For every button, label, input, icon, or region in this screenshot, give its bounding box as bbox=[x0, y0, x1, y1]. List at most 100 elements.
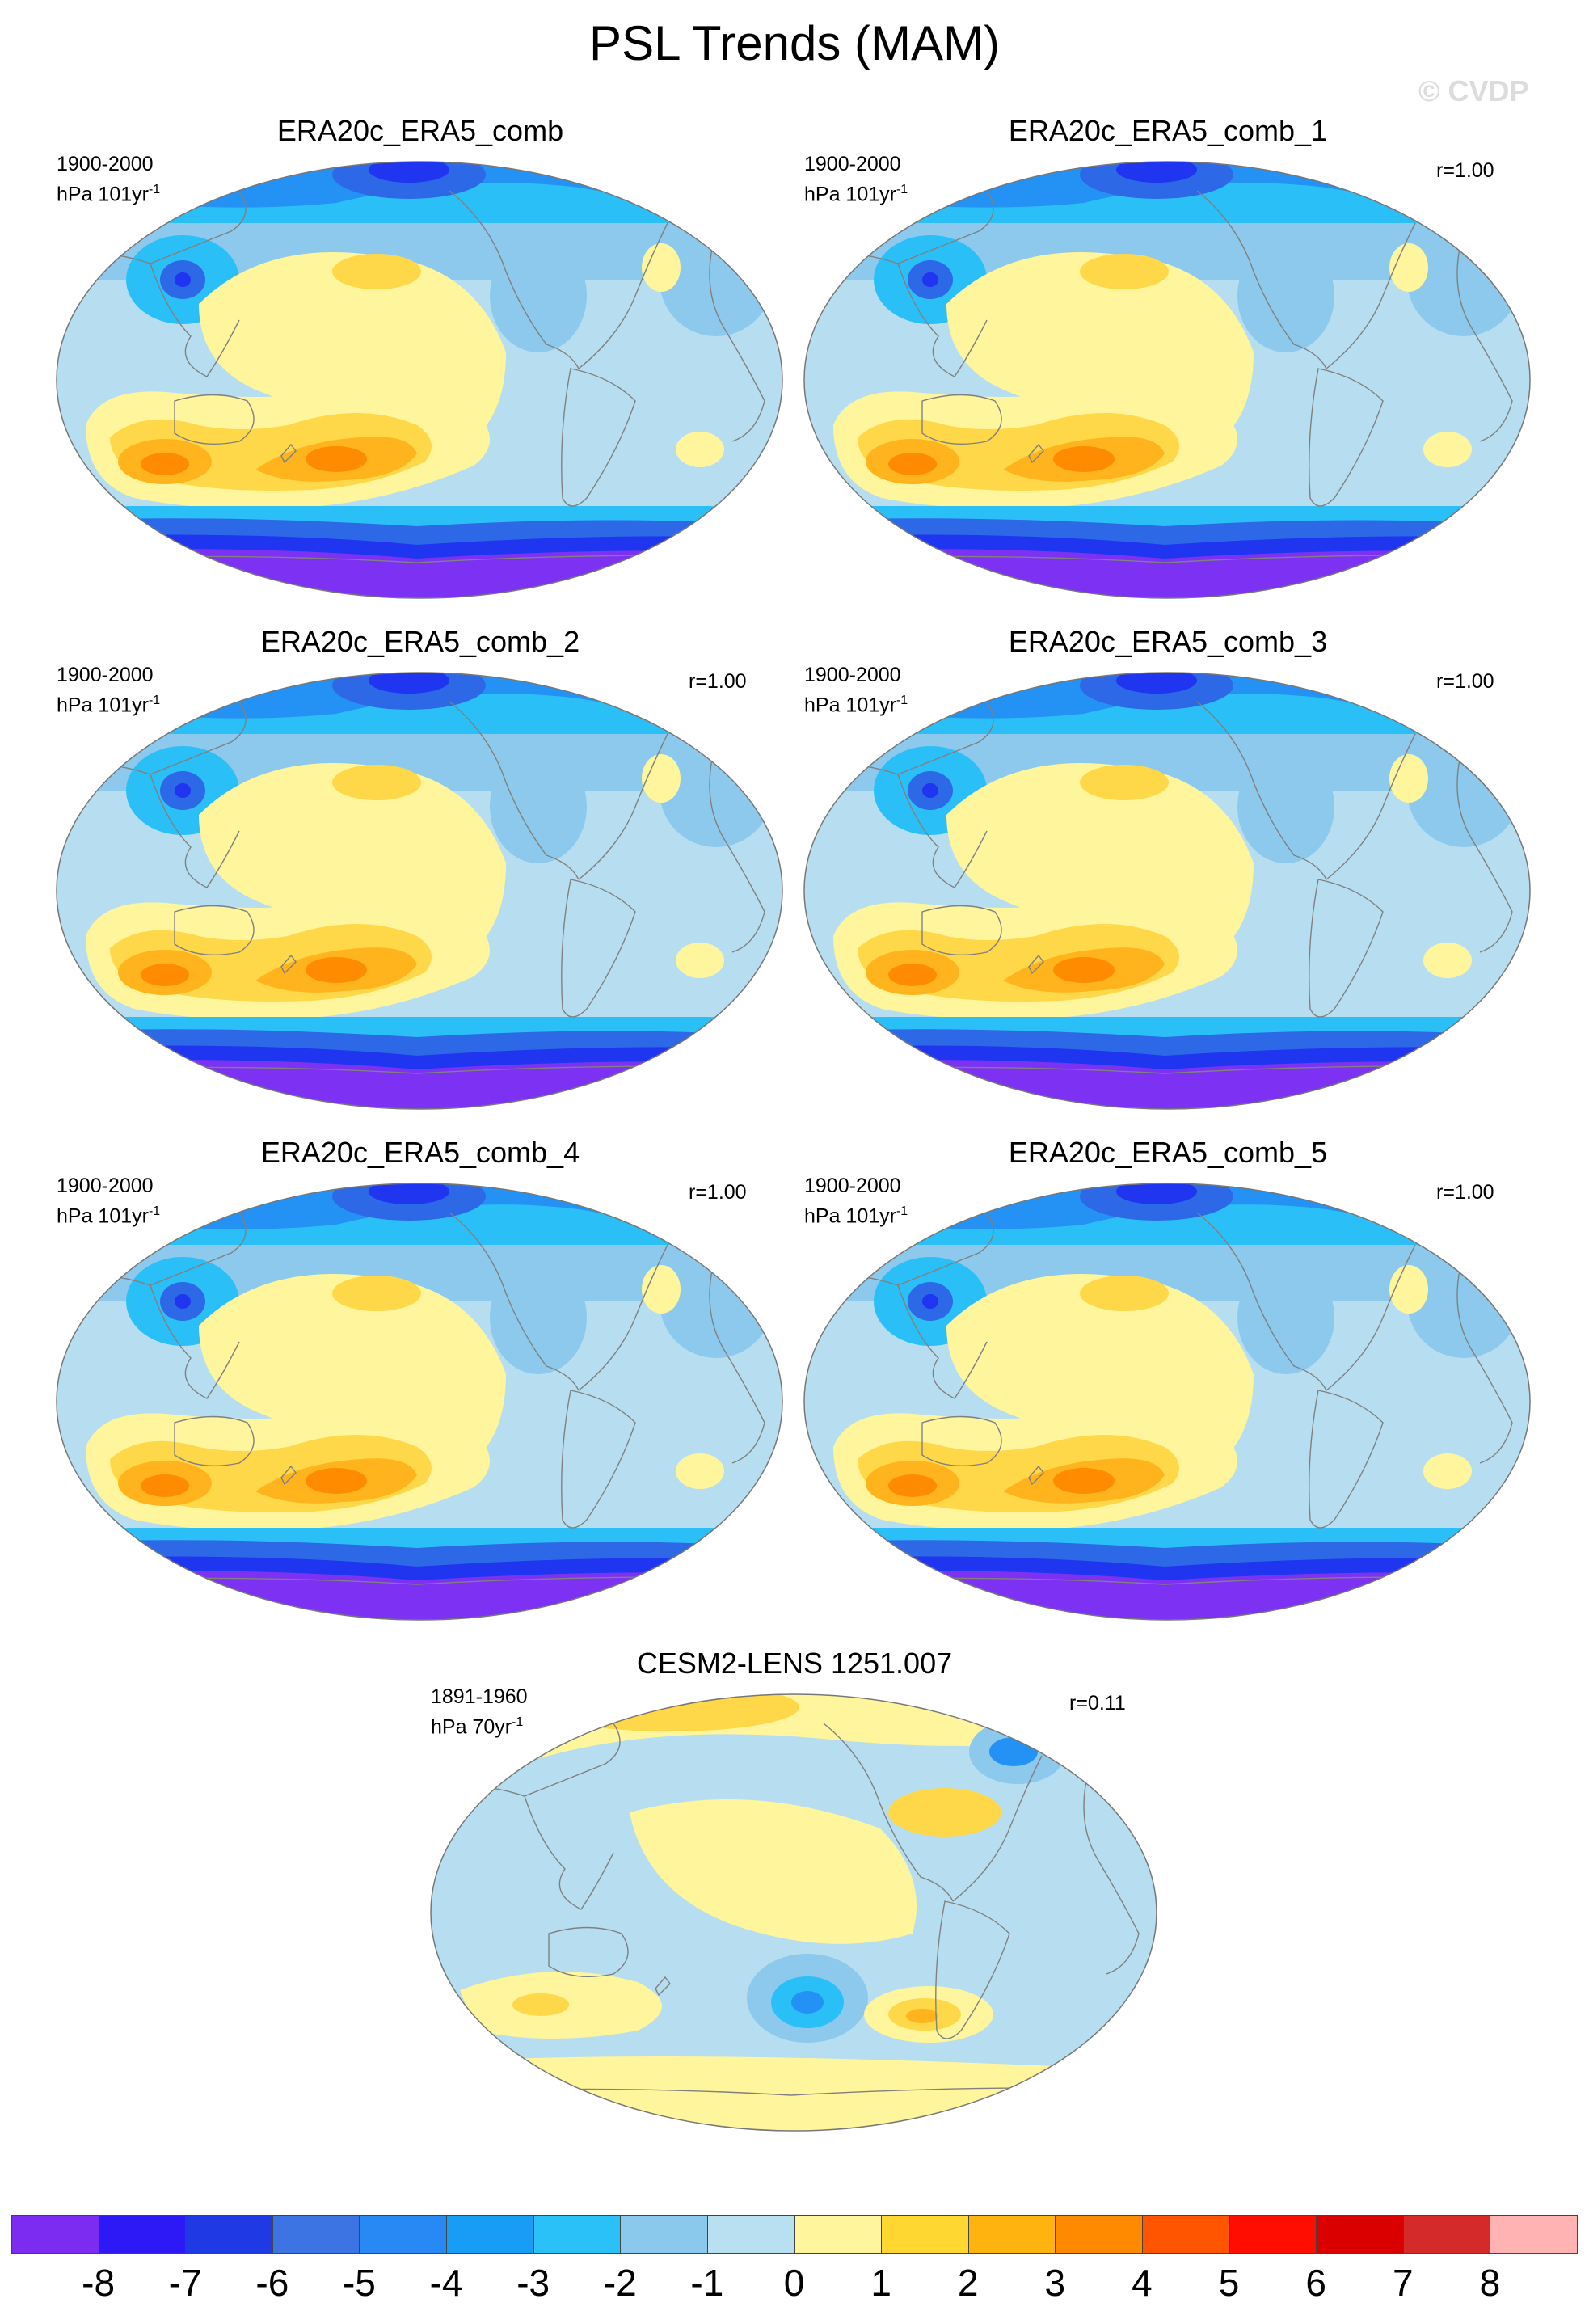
colorbar-tick-label: 4 bbox=[1132, 2262, 1153, 2304]
field-arctic-core bbox=[1116, 673, 1197, 694]
colorbar-tick-label: -8 bbox=[82, 2262, 116, 2304]
map-panel-era20c-era5-comb-5: ERA20c_ERA5_comb_5 1900-2000 hPa 101yr-1… bbox=[796, 1135, 1540, 1636]
field-indian-core bbox=[141, 453, 189, 475]
field-spac-core bbox=[306, 1468, 367, 1494]
field-spac-core bbox=[1053, 957, 1115, 983]
field-spac-core bbox=[306, 957, 367, 983]
n-america-coast bbox=[449, 1212, 580, 1391]
map-panel-era20c-era5-comb-2: ERA20c_ERA5_comb_2 1900-2000 hPa 101yr-1… bbox=[48, 624, 792, 1125]
panel-title: ERA20c_ERA5_comb_5 bbox=[1008, 1136, 1328, 1169]
n-america-coast bbox=[449, 190, 580, 369]
nz-outline bbox=[655, 1976, 671, 1997]
map-border bbox=[56, 672, 783, 1110]
map-border bbox=[803, 1183, 1531, 1621]
n-america-east bbox=[1326, 733, 1416, 880]
field-namerica-neg bbox=[1237, 750, 1334, 863]
map-panel-era20c-era5-comb: ERA20c_ERA5_comb 1900-2000 hPa 101yr-1 bbox=[48, 113, 792, 614]
psl-trend-map bbox=[430, 1693, 1157, 2132]
colorbar-swatch bbox=[272, 2215, 360, 2254]
field-npac-high bbox=[332, 765, 421, 800]
colorbar-swatch bbox=[881, 2215, 969, 2254]
field-spac-core bbox=[306, 446, 367, 472]
colorbar-swatch bbox=[98, 2215, 187, 2254]
asia-east-coast bbox=[897, 263, 988, 377]
field-satl-pos bbox=[1423, 1453, 1472, 1489]
field-npac-high bbox=[1080, 1276, 1169, 1311]
field-spac-core bbox=[1053, 1468, 1115, 1494]
field-indian-core bbox=[888, 964, 937, 986]
asia-east-coast bbox=[150, 774, 240, 888]
nz-outline bbox=[1028, 954, 1044, 975]
field-atlantic-pos bbox=[642, 243, 681, 292]
psl-trend-map bbox=[803, 161, 1531, 599]
europe-africa-coast bbox=[709, 230, 765, 442]
colorbar-tick-label: -3 bbox=[516, 2262, 550, 2304]
field-tibet-center bbox=[922, 783, 938, 798]
field-pacific-pos bbox=[630, 1799, 917, 1944]
field-namerica-neg bbox=[1237, 239, 1334, 352]
field-arctic-core bbox=[369, 673, 449, 694]
australia-outline bbox=[174, 394, 255, 445]
n-america-east bbox=[1326, 1244, 1416, 1391]
colorbar-swatch bbox=[967, 2215, 1056, 2254]
n-america-coast bbox=[823, 1723, 954, 1902]
psl-trend-map bbox=[56, 672, 783, 1110]
field-indian-core bbox=[141, 964, 189, 986]
australia-outline bbox=[921, 1415, 1002, 1466]
australia-outline bbox=[174, 905, 255, 955]
colorbar-tick-label: -2 bbox=[603, 2262, 637, 2304]
panel-title: ERA20c_ERA5_comb_3 bbox=[1008, 625, 1328, 658]
field-satl-pos bbox=[676, 943, 724, 978]
panel-correlation: r=1.00 bbox=[689, 1181, 747, 1204]
colorbar-tick-label: -5 bbox=[342, 2262, 376, 2304]
colorbar-tick-label: 0 bbox=[783, 2262, 805, 2304]
europe-africa-coast bbox=[1456, 1252, 1513, 1464]
nz-outline bbox=[280, 1465, 297, 1486]
colorbar-tick-label: -4 bbox=[429, 2262, 463, 2304]
europe-africa-coast bbox=[1083, 1763, 1140, 1975]
panel-correlation: r=0.11 bbox=[1069, 1692, 1126, 1715]
colorbar-swatch bbox=[794, 2215, 883, 2254]
panel-period: 1900-2000 bbox=[804, 664, 901, 686]
nz-outline bbox=[1028, 1465, 1044, 1486]
panel-period: 1900-2000 bbox=[57, 1175, 154, 1197]
panel-title: ERA20c_ERA5_comb_1 bbox=[1008, 114, 1328, 147]
field-atlantic-pos bbox=[642, 1265, 681, 1314]
field-indian-core bbox=[888, 453, 937, 475]
field-indian-core bbox=[141, 1474, 189, 1497]
panel-period: 1900-2000 bbox=[804, 153, 901, 175]
map-border bbox=[803, 161, 1531, 599]
panel-correlation: r=1.00 bbox=[689, 670, 747, 693]
colorbar-tick-label: 7 bbox=[1392, 2262, 1414, 2304]
asia-east-coast bbox=[524, 1795, 614, 1910]
colorbar-swatch bbox=[1229, 2215, 1317, 2254]
map-panel-era20c-era5-comb-3: ERA20c_ERA5_comb_3 1900-2000 hPa 101yr-1… bbox=[796, 624, 1540, 1125]
field-satl-pos bbox=[1423, 943, 1472, 978]
s-america-outline bbox=[561, 368, 636, 507]
map-border bbox=[430, 1693, 1157, 2132]
colorbar-tick-label: 8 bbox=[1479, 2262, 1501, 2304]
n-america-east bbox=[578, 1244, 668, 1391]
europe-africa-coast bbox=[709, 741, 765, 953]
colorbar-tick-label: 3 bbox=[1044, 2262, 1066, 2304]
australia-outline bbox=[174, 1415, 255, 1466]
panel-period: 1900-2000 bbox=[57, 153, 154, 175]
colorbar-tick-label: -6 bbox=[255, 2262, 289, 2304]
field-arctic-core bbox=[1116, 162, 1197, 183]
map-border bbox=[56, 161, 783, 599]
panel-correlation: r=1.00 bbox=[1436, 670, 1494, 693]
asia-east-coast bbox=[150, 1284, 240, 1399]
s-america-outline bbox=[1309, 1390, 1384, 1529]
colorbar-swatch bbox=[359, 2215, 448, 2254]
colorbar-swatch bbox=[1141, 2215, 1230, 2254]
field-arctic-core bbox=[369, 1183, 449, 1204]
field-satl-core bbox=[906, 2009, 938, 2023]
colorbar-swatch bbox=[533, 2215, 622, 2254]
panel-correlation: r=1.00 bbox=[1436, 1181, 1494, 1204]
field-satl-pos bbox=[676, 1453, 724, 1489]
panel-title: ERA20c_ERA5_comb bbox=[276, 114, 564, 147]
field-satl-pos bbox=[676, 432, 724, 467]
field-atlantic-pos bbox=[642, 754, 681, 803]
field-arctic-core bbox=[1116, 1183, 1197, 1204]
field-npac-high bbox=[1080, 254, 1169, 289]
